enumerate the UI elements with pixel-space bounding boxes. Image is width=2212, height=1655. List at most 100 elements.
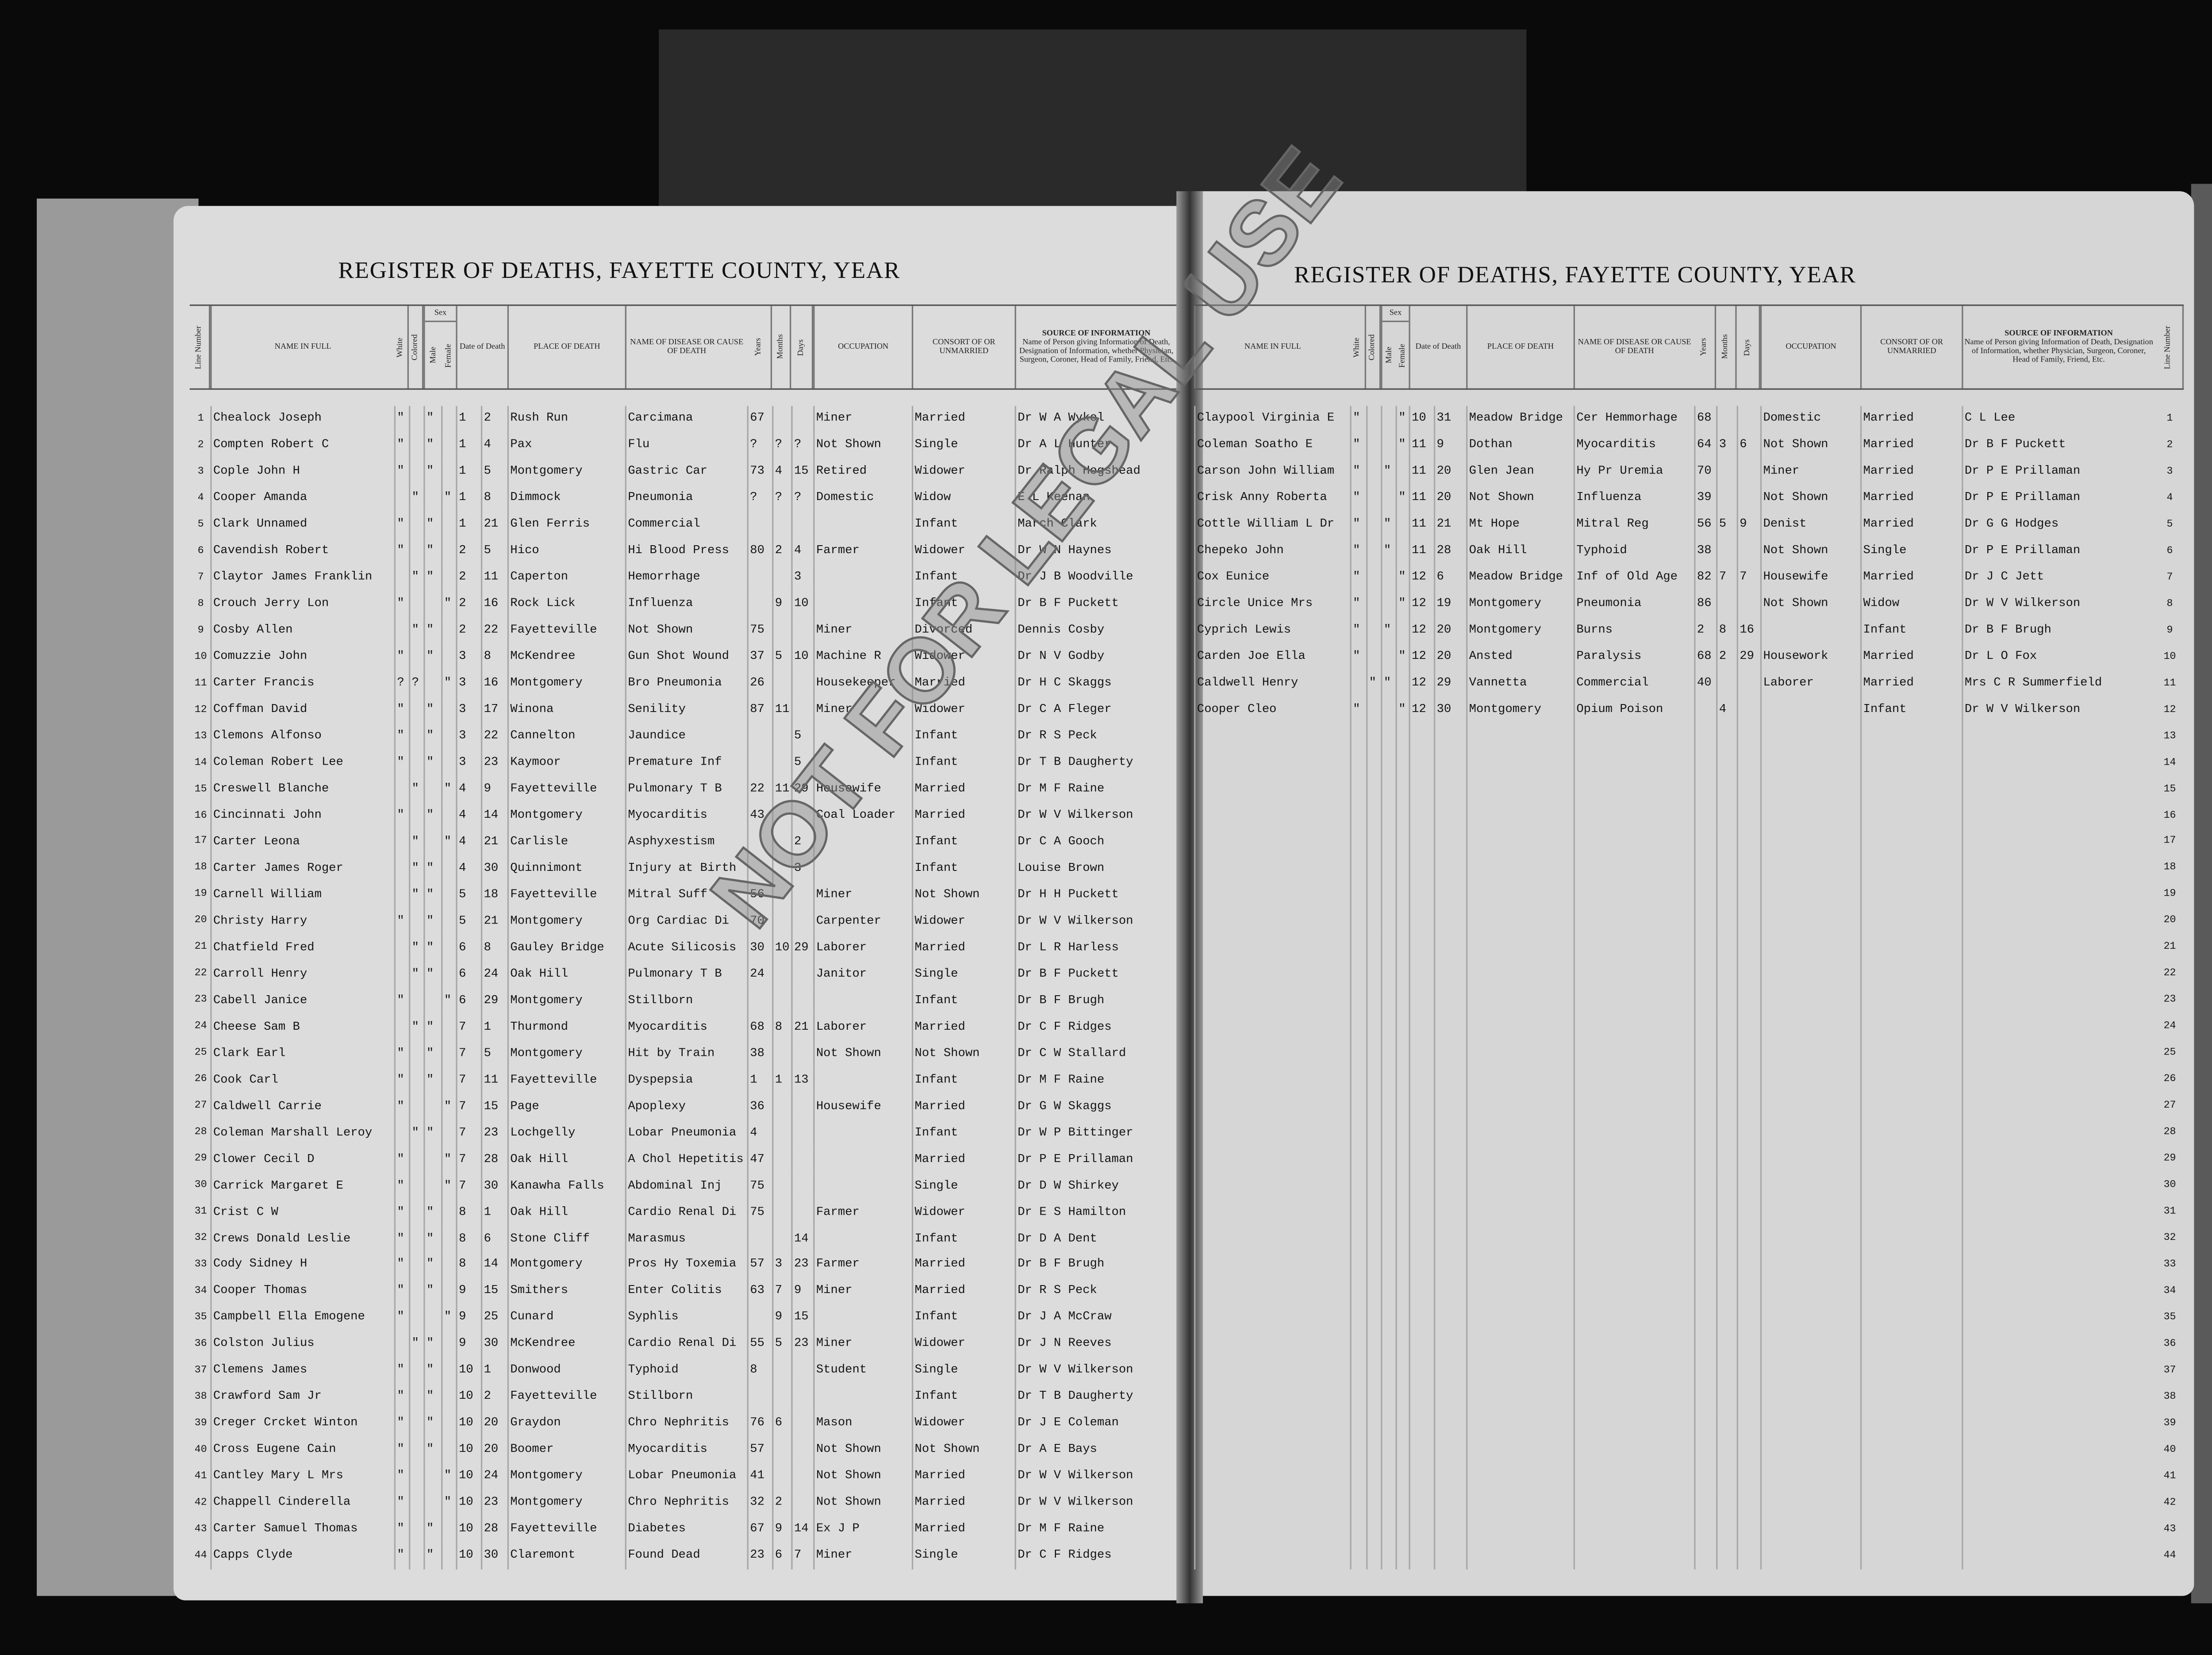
cell-years	[1694, 1490, 1716, 1516]
cell-female	[1395, 1040, 1409, 1067]
cell-cause: Bro Pneumonia	[625, 670, 747, 697]
cell-line: 16	[194, 809, 207, 822]
cell-days	[1736, 1093, 1760, 1120]
cell-years	[747, 855, 772, 882]
cell-line: 3	[197, 466, 204, 478]
cell-name: Cabell Janice	[210, 987, 394, 1014]
cell-month: 5	[456, 908, 481, 935]
cell-place: Fayetteville	[507, 1066, 625, 1093]
cell-source: Dr D A Dent	[1014, 1225, 1177, 1252]
cell-white	[1350, 1014, 1366, 1040]
cell-male: "	[1381, 458, 1395, 485]
cell-cause	[1573, 1542, 1694, 1569]
table-row: 26	[1194, 1066, 2184, 1093]
cell-female	[441, 1278, 456, 1305]
cell-occupation: Housework	[1760, 643, 1860, 670]
cell-month: 7	[456, 1093, 481, 1120]
cell-month	[1409, 749, 1434, 776]
cell-white	[394, 776, 409, 803]
cell-days: 10	[791, 591, 813, 618]
cell-consort: Married	[911, 1516, 1015, 1543]
cell-years: 56	[1694, 512, 1716, 539]
left-page-title: REGISTER OF DEATHS, FAYETTE COUNTY, YEAR	[338, 259, 901, 284]
table-row: 24 Cheese Sam B " " 7 1 Thurmond Myocarditis 68 8…	[190, 1014, 1176, 1040]
cell-white: "	[1350, 406, 1366, 433]
cell-male	[1381, 1305, 1395, 1331]
cell-consort	[1860, 934, 1962, 961]
table-row: 43	[1194, 1516, 2184, 1543]
cell-day: 16	[480, 591, 507, 618]
cell-day: 21	[480, 829, 507, 855]
cell-cause: Chro Nephritis	[625, 1490, 747, 1516]
cell-colored	[1366, 617, 1381, 644]
cell-months	[772, 1199, 791, 1225]
cell-month	[1409, 1172, 1434, 1199]
cell-white: "	[394, 643, 409, 670]
cell-male	[1381, 1120, 1395, 1146]
cell-years: 87	[747, 697, 772, 724]
cell-white: "	[1350, 485, 1366, 512]
cell-month: 1	[456, 512, 481, 539]
cell-male	[1381, 723, 1395, 750]
cell-place	[1466, 1172, 1574, 1199]
cell-month: 7	[456, 1172, 481, 1199]
cell-days: 29	[791, 934, 813, 961]
cell-consort	[1860, 855, 1962, 882]
cell-consort	[1860, 776, 1962, 803]
cell-cause: Myocarditis	[1573, 432, 1694, 459]
cell-name: Creswell Blanche	[210, 776, 394, 803]
cell-days	[791, 1410, 813, 1437]
cell-months	[1716, 1093, 1737, 1120]
cell-days	[1736, 749, 1760, 776]
cell-month	[1409, 1040, 1434, 1067]
cell-years	[747, 749, 772, 776]
table-row: 32 Crews Donald Leslie " " 8 6 Stone Cliff Mara…	[190, 1225, 1176, 1252]
cell-white	[1350, 1436, 1366, 1463]
cell-cause	[1573, 934, 1694, 961]
cell-white: "	[1350, 512, 1366, 539]
cell-white: "	[1350, 643, 1366, 670]
cell-colored	[409, 1410, 423, 1437]
cell-occupation	[1760, 1490, 1860, 1516]
cell-months	[1716, 1225, 1737, 1252]
cell-white: "	[394, 1357, 409, 1384]
cell-line: 22	[2163, 968, 2176, 980]
cell-months	[772, 855, 791, 882]
cell-months	[1716, 1490, 1737, 1516]
cell-occupation	[1760, 1146, 1860, 1173]
cell-months: 9	[772, 1305, 791, 1331]
cell-place: Stone Cliff	[507, 1225, 625, 1252]
cell-white: "	[1350, 697, 1366, 724]
cell-line: 34	[2163, 1286, 2176, 1297]
cell-male	[1381, 749, 1395, 776]
cell-months: 6	[772, 1410, 791, 1437]
cell-female	[1395, 617, 1409, 644]
cell-day: 30	[480, 1542, 507, 1569]
cell-source: Dr J E Coleman	[1014, 1410, 1177, 1437]
cell-male: "	[1381, 670, 1395, 697]
cell-years	[1694, 723, 1716, 750]
cell-month: 4	[456, 776, 481, 803]
cell-consort: Infant	[911, 987, 1015, 1014]
table-row: 43 Carter Samuel Thomas " " 10 28 Fayetteville…	[190, 1516, 1176, 1543]
cell-name	[1194, 855, 1350, 882]
cell-name: Cantley Mary L Mrs	[210, 1463, 394, 1490]
cell-white	[394, 1120, 409, 1146]
cell-place: Fayetteville	[507, 881, 625, 908]
table-row: 41	[1194, 1463, 2184, 1490]
cell-consort	[1860, 1463, 1962, 1490]
cell-occupation	[1760, 1251, 1860, 1278]
cell-colored: "	[409, 855, 423, 882]
cell-occupation	[1760, 881, 1860, 908]
header-days: Days	[1736, 306, 1760, 389]
cell-day	[1433, 723, 1466, 750]
cell-name: Claypool Virginia E	[1194, 406, 1350, 433]
cell-white	[1350, 987, 1366, 1014]
cell-place: Vannetta	[1466, 670, 1574, 697]
cell-male: "	[423, 458, 441, 485]
cell-occupation	[1760, 1093, 1860, 1120]
cell-day	[1433, 1199, 1466, 1225]
cell-colored	[1366, 1463, 1381, 1490]
cell-place: Pax	[507, 432, 625, 459]
